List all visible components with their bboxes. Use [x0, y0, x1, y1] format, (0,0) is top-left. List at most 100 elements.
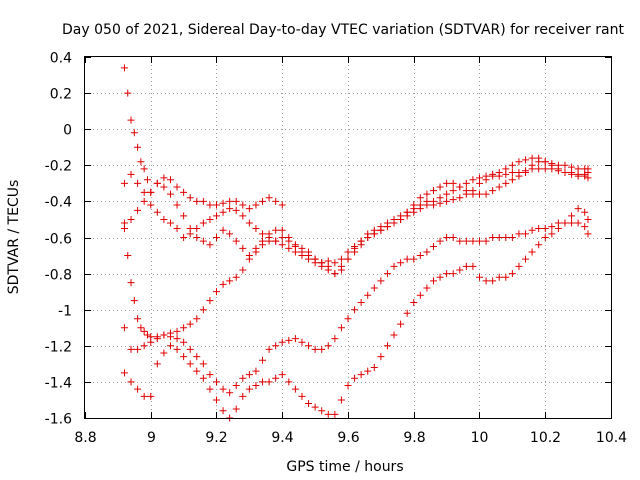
- data-point-track-e: [291, 335, 299, 343]
- data-point-track-a: [120, 64, 128, 72]
- data-point-track-d: [173, 327, 181, 335]
- data-point-track-d: [291, 241, 299, 249]
- x-tick-label: 10: [471, 430, 489, 446]
- data-point-track-e: [364, 291, 372, 299]
- data-point-track-b: [180, 234, 188, 241]
- data-point-track-a: [265, 194, 273, 202]
- data-point-track-f: [344, 382, 352, 390]
- data-point-track-d: [495, 183, 503, 191]
- y-tick-label: -1.4: [45, 376, 72, 392]
- data-point-track-b: [206, 215, 214, 223]
- x-tick-label: 9.4: [271, 430, 293, 446]
- data-point-track-a: [245, 205, 253, 213]
- data-point-track-a: [193, 197, 201, 205]
- data-point-track-c: [561, 169, 569, 177]
- data-point-track-e: [476, 237, 483, 245]
- data-point-track-a: [173, 183, 181, 191]
- data-point-track-d: [423, 190, 431, 198]
- data-point-track-f: [568, 212, 576, 220]
- data-point-track-e: [245, 371, 253, 379]
- y-tick-label: -0.4: [45, 195, 72, 211]
- x-axis-label: GPS time / hours: [286, 459, 403, 475]
- data-point-track-d: [416, 194, 424, 202]
- y-tick-label: -1.6: [45, 412, 72, 428]
- data-point-track-d: [554, 161, 562, 169]
- data-point-track-d: [143, 331, 151, 339]
- data-point-track-d: [528, 161, 536, 169]
- data-point-track-d: [482, 190, 490, 198]
- data-point-track-e: [344, 315, 352, 323]
- data-point-track-d: [193, 315, 201, 323]
- data-point-track-d: [548, 159, 556, 167]
- data-point-track-c: [489, 172, 497, 180]
- data-point-track-f: [522, 255, 530, 263]
- data-point-track-e: [232, 382, 240, 390]
- data-point-track-c: [239, 244, 247, 252]
- data-point-track-f: [272, 374, 280, 382]
- data-point-track-f: [443, 270, 451, 278]
- data-point-track-c: [206, 241, 214, 249]
- data-point-track-f: [351, 374, 359, 382]
- data-point-track-c: [153, 179, 161, 187]
- data-point-track-e: [147, 338, 155, 346]
- data-point-track-d: [357, 241, 365, 249]
- y-tick-label: 0.2: [50, 87, 72, 103]
- data-point-track-b: [515, 158, 523, 166]
- data-point-track-c: [410, 208, 418, 216]
- plot-frame: [84, 56, 612, 419]
- data-point-track-f: [265, 378, 273, 386]
- data-point-track-d: [383, 223, 391, 231]
- data-point-track-b: [232, 206, 240, 214]
- data-point-track-a: [252, 201, 260, 209]
- data-point-track-d: [265, 230, 273, 238]
- data-point-track-d: [219, 280, 227, 288]
- data-point-track-a: [166, 176, 174, 184]
- data-point-track-a: [272, 197, 280, 205]
- data-point-track-d: [410, 201, 418, 209]
- data-point-track-b: [226, 205, 234, 213]
- data-point-track-f: [232, 405, 240, 413]
- data-point-track-a: [127, 116, 135, 124]
- data-point-track-d: [213, 288, 220, 296]
- data-point-track-f: [515, 262, 523, 270]
- data-point-track-e: [331, 335, 339, 343]
- data-point-track-e: [541, 224, 549, 232]
- data-point-track-b: [213, 212, 220, 220]
- data-point-track-f: [259, 378, 267, 386]
- data-point-track-c: [213, 234, 220, 241]
- data-point-track-e: [206, 371, 214, 379]
- data-point-track-e: [515, 230, 523, 238]
- data-point-track-d: [476, 190, 483, 198]
- data-point-track-e: [140, 342, 148, 350]
- data-point-track-f: [120, 369, 128, 377]
- data-point-track-f: [429, 277, 437, 285]
- data-point-track-e: [502, 234, 510, 241]
- data-point-track-e: [456, 237, 464, 245]
- data-point-track-b: [219, 208, 227, 216]
- data-point-track-a: [219, 199, 227, 207]
- data-point-track-d: [584, 165, 592, 173]
- data-point-track-f: [370, 363, 378, 371]
- data-point-track-e: [462, 237, 470, 245]
- data-point-track-c: [476, 179, 483, 187]
- data-point-track-d: [259, 237, 267, 245]
- data-point-track-b: [245, 219, 253, 227]
- data-point-track-f: [305, 400, 313, 408]
- data-point-track-b: [153, 208, 161, 216]
- data-point-track-a: [134, 143, 142, 151]
- data-point-track-f: [153, 360, 161, 368]
- data-point-track-f: [508, 270, 516, 278]
- y-axis-label: SDTVAR / TECUs: [6, 180, 22, 295]
- data-point-track-f: [318, 407, 326, 415]
- data-point-track-d: [278, 226, 286, 234]
- data-point-track-d: [232, 273, 240, 281]
- data-point-track-e: [370, 284, 378, 292]
- data-point-track-f: [416, 291, 424, 299]
- data-points: [120, 64, 592, 422]
- data-point-track-d: [311, 255, 319, 263]
- data-point-track-e: [410, 255, 418, 263]
- data-point-track-f: [449, 270, 457, 278]
- data-point-track-c: [331, 259, 339, 267]
- data-point-track-d: [443, 179, 451, 187]
